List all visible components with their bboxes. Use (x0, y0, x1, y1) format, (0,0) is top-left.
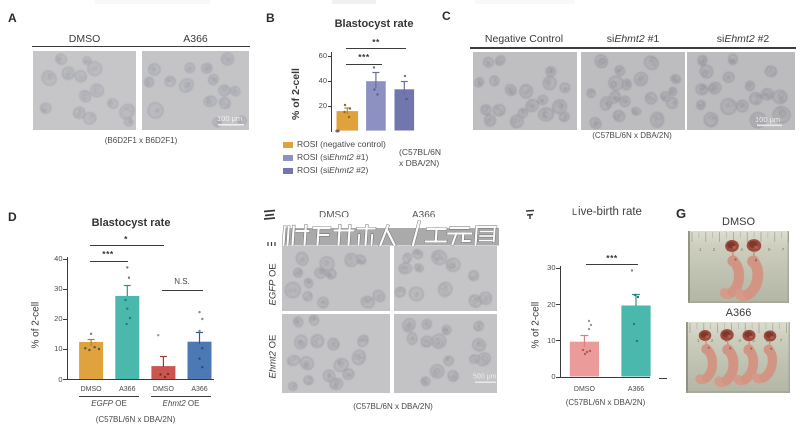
svg-text:2: 2 (711, 338, 714, 343)
svg-text:100 μm: 100 μm (217, 114, 242, 123)
svg-text:2: 2 (713, 247, 716, 252)
svg-text:500 μm: 500 μm (473, 374, 497, 381)
svg-text:7: 7 (780, 338, 783, 343)
svg-text:4: 4 (738, 338, 741, 343)
svg-text:7: 7 (782, 247, 785, 252)
svg-text:100 μm: 100 μm (755, 115, 780, 124)
svg-text:6: 6 (768, 247, 771, 252)
svg-text:1: 1 (699, 247, 702, 252)
svg-text:5: 5 (752, 338, 755, 343)
svg-text:1: 1 (697, 338, 700, 343)
svg-text:4: 4 (740, 247, 743, 252)
